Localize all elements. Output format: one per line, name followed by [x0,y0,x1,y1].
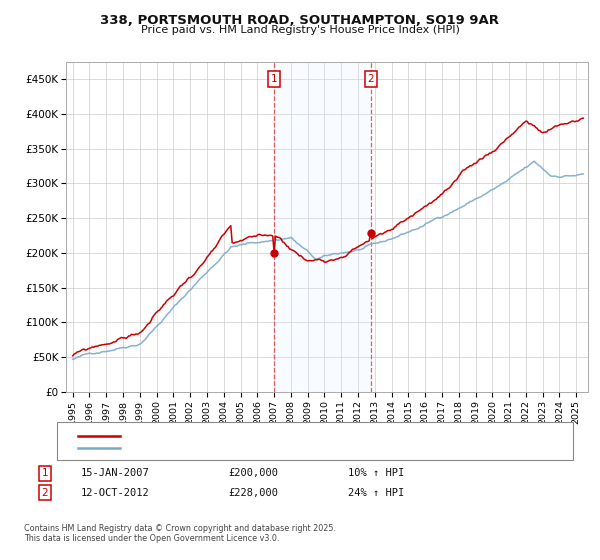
Text: £228,000: £228,000 [228,488,278,498]
Text: 10% ↑ HPI: 10% ↑ HPI [348,468,404,478]
Text: 2: 2 [41,488,49,498]
Text: 338, PORTSMOUTH ROAD, SOUTHAMPTON, SO19 9AR: 338, PORTSMOUTH ROAD, SOUTHAMPTON, SO19 … [101,14,499,27]
Bar [274,62,371,392]
Text: 24% ↑ HPI: 24% ↑ HPI [348,488,404,498]
Text: HPI: Average price, semi-detached house, Southampton: HPI: Average price, semi-detached house,… [126,444,380,452]
Text: 12-OCT-2012: 12-OCT-2012 [81,488,150,498]
Text: 338, PORTSMOUTH ROAD, SOUTHAMPTON, SO19 9AR (semi-detached house): 338, PORTSMOUTH ROAD, SOUTHAMPTON, SO19 … [126,431,474,440]
Text: 1: 1 [41,468,49,478]
Text: 15-JAN-2007: 15-JAN-2007 [81,468,150,478]
Text: £200,000: £200,000 [228,468,278,478]
Text: Price paid vs. HM Land Registry's House Price Index (HPI): Price paid vs. HM Land Registry's House … [140,25,460,35]
Text: 1: 1 [271,74,277,84]
Text: 2: 2 [367,74,374,84]
Text: Contains HM Land Registry data © Crown copyright and database right 2025.
This d: Contains HM Land Registry data © Crown c… [24,524,336,543]
